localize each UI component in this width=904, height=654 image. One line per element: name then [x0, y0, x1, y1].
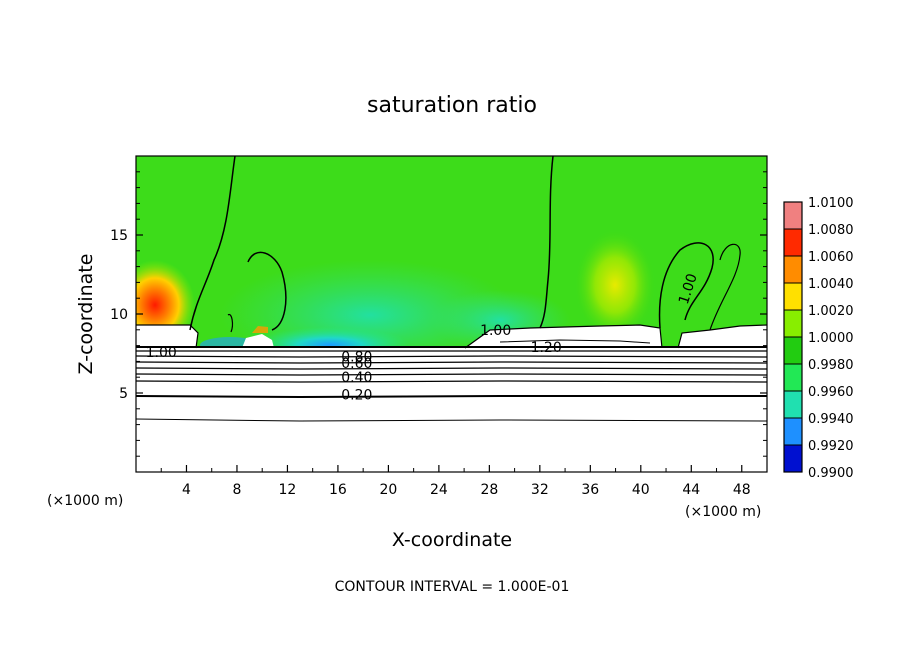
colorbar-swatch [784, 256, 802, 284]
colorbar-label: 1.0060 [808, 250, 854, 265]
contour-label: 0.40 [341, 370, 372, 386]
colorbar-label: 1.0100 [808, 196, 854, 211]
x-tick-label: 44 [682, 482, 700, 498]
colorbar-label: 0.9900 [808, 466, 854, 481]
x-unit-label-right: (×1000 m) [685, 504, 761, 520]
colorbar-swatch [784, 418, 802, 446]
x-tick-label: 32 [531, 482, 549, 498]
contour-label: 1.00 [480, 323, 511, 339]
contour-lines [136, 156, 767, 422]
x-tick-label: 40 [632, 482, 650, 498]
colorbar: 1.0100 1.0080 1.0060 1.0040 1.0020 1.0000 0.99… [783, 196, 854, 481]
colorbar-label: 1.0040 [808, 277, 854, 292]
contour-label: 1.20 [531, 340, 562, 356]
colorbar-swatch [784, 202, 802, 230]
x-tick-label: 24 [430, 482, 448, 498]
x-tick-label: 4 [182, 482, 191, 498]
x-tick-label: 16 [329, 482, 347, 498]
contour-interval-note: CONTOUR INTERVAL = 1.000E-01 [335, 579, 570, 595]
colorbar-swatch [784, 364, 802, 392]
colorbar-label: 0.9920 [808, 439, 854, 454]
contour-label: 0.60 [341, 356, 372, 372]
colorbar-label: 1.0080 [808, 223, 854, 238]
colorbar-swatch [784, 310, 802, 338]
contour-label: 0.80 [341, 350, 372, 366]
contour-label: 1.00 [146, 345, 177, 361]
colorbar-swatch [784, 283, 802, 311]
heatmap-field [136, 156, 767, 472]
x-tick-label: 28 [480, 482, 498, 498]
colorbar-label: 0.9980 [808, 358, 854, 373]
colorbar-label: 1.0000 [808, 331, 854, 346]
x-tick-label: 20 [379, 482, 397, 498]
x-axis: 4 8 12 16 20 24 28 32 36 40 44 48 [160, 465, 751, 498]
colorbar-swatch [784, 229, 802, 257]
y-tick-label: 5 [119, 386, 128, 402]
x-tick-label: 48 [733, 482, 751, 498]
colorbar-swatch [784, 337, 802, 365]
y-tick-label: 10 [110, 307, 128, 323]
contour-label: 0.20 [341, 388, 372, 404]
x-unit-label: (×1000 m) [47, 493, 123, 509]
colorbar-label: 1.0020 [808, 304, 854, 319]
y-axis-title: Z-coordinate [75, 254, 97, 375]
x-tick-label: 36 [581, 482, 599, 498]
x-tick-label: 12 [279, 482, 297, 498]
x-tick-label: 8 [232, 482, 241, 498]
colorbar-label: 0.9940 [808, 412, 854, 427]
x-axis-title: X-coordinate [392, 529, 512, 551]
y-axis: 5 10 15 [110, 171, 767, 457]
colorbar-label: 0.9960 [808, 385, 854, 400]
colorbar-swatch [784, 391, 802, 419]
colorbar-swatch [784, 445, 802, 473]
chart-title: saturation ratio [367, 93, 537, 118]
y-tick-label: 15 [110, 228, 128, 244]
